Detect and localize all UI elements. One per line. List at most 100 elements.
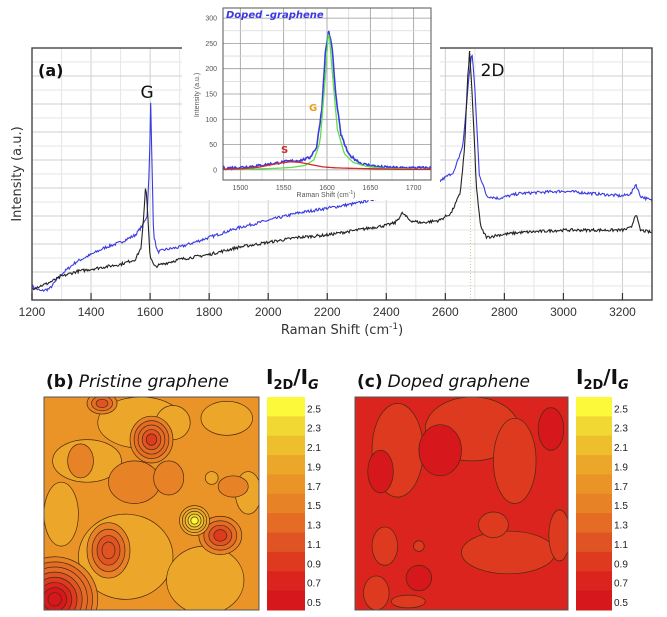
colorbar-tick-label: 1.5 xyxy=(614,501,628,512)
colorbar-tick-label: 2.1 xyxy=(307,443,321,454)
series-doped-line xyxy=(31,54,653,292)
colorbar-tick-label: 1.7 xyxy=(614,482,628,493)
inset-background xyxy=(182,2,440,200)
colorbar-segment xyxy=(576,435,612,456)
contour-region xyxy=(390,594,426,609)
inset-label-s: S xyxy=(281,145,288,156)
contour-region xyxy=(371,526,398,566)
contour-region xyxy=(363,575,390,610)
inset-y-tick-label: 150 xyxy=(205,92,217,99)
colorbar-tick-label: 2.3 xyxy=(307,424,321,435)
colorbar-tick-label: 1.9 xyxy=(614,462,628,473)
contour-region xyxy=(405,564,433,592)
inset-frame xyxy=(222,7,432,181)
inset-x-axis-title-sup: -1 xyxy=(349,190,354,196)
colorbar-segment xyxy=(576,397,612,417)
colorbar-tick-label: 2.1 xyxy=(614,443,628,454)
peak-label-2d: 2D xyxy=(481,61,505,81)
colorbar-segment xyxy=(576,590,612,611)
inset-chart: 1500 1550 1600 1650 1700 0 50 100 150 200 250 300 D… xyxy=(182,2,440,200)
main-x-ticks: 1200 1400 1600 1800 2000 2200 2400 2600 2800 3000… xyxy=(19,293,636,319)
series-pristine-line xyxy=(31,50,653,291)
colorbar-segment xyxy=(267,590,305,611)
colorbar-b-title-i: I xyxy=(266,365,273,389)
inset-x-tick-label: 1650 xyxy=(363,185,379,192)
colorbar-segment xyxy=(576,513,612,534)
main-x-tick-label: 3000 xyxy=(550,305,577,319)
inset-y-axis-title: Intensity (a.u.) xyxy=(194,73,201,117)
colorbar-segment xyxy=(267,474,305,495)
colorbar-c-title: I2D/IG xyxy=(576,365,629,393)
colorbar-b-title-slash: /I xyxy=(293,365,308,389)
colorbar-tick-label: 0.9 xyxy=(307,559,321,570)
colorbar-segment xyxy=(267,397,305,417)
colorbar-segment xyxy=(576,571,612,592)
main-y-axis-title: Intensity (a.u.) xyxy=(10,126,25,221)
contour-region xyxy=(478,511,509,538)
contour-region xyxy=(200,400,253,436)
main-x-tick-label: 2200 xyxy=(314,305,341,319)
contour-region xyxy=(461,530,556,575)
main-x-tick-label: 3200 xyxy=(609,305,636,319)
contour-region xyxy=(166,545,245,610)
colorbar-c-title-slash: /I xyxy=(603,365,618,389)
contour-region xyxy=(413,540,425,552)
colorbar-segment xyxy=(576,532,612,553)
contour-region xyxy=(217,475,249,498)
colorbar-tick-label: 0.5 xyxy=(614,598,628,609)
colorbar-segment xyxy=(267,416,305,437)
colorbar-tick-label: 0.5 xyxy=(307,598,321,609)
contour-region xyxy=(537,407,565,451)
colorbar-tick-label: 2.3 xyxy=(614,424,628,435)
inset-x-axis-title-end: ) xyxy=(353,192,355,199)
colorbar-segment xyxy=(267,435,305,456)
colorbar-tick-label: 0.7 xyxy=(614,579,628,590)
contour-region xyxy=(145,433,158,446)
colorbar-b-title-sub2: G xyxy=(308,378,319,393)
colorbar-segment xyxy=(267,513,305,534)
colorbar-segment xyxy=(267,455,305,475)
colorbar-c: 2.5 2.3 2.1 1.9 1.7 1.5 1.3 1.1 0.9 0.7 0.5 xyxy=(576,397,628,611)
inset-x-tick-label: 1550 xyxy=(276,185,292,192)
inset-y-tick-label: 200 xyxy=(205,66,217,73)
panel-label-b: (b) xyxy=(46,372,74,392)
inset-data-line xyxy=(222,30,432,171)
colorbar-c-title-sub2: G xyxy=(618,378,629,393)
colorbar-segment xyxy=(267,493,305,514)
panel-b-title: (b) Pristine graphene xyxy=(46,372,229,392)
panel-label-a: (a) xyxy=(38,61,63,80)
colorbar-tick-label: 1.9 xyxy=(307,462,321,473)
inset-title: Doped -graphene xyxy=(226,10,324,21)
main-x-tick-label: 1200 xyxy=(19,305,46,319)
inset-y-tick-label: 50 xyxy=(209,142,217,149)
colorbar-segment xyxy=(576,455,612,475)
colorbar-segment xyxy=(576,493,612,514)
main-x-tick-label: 1800 xyxy=(196,305,223,319)
colorbar-tick-label: 2.5 xyxy=(307,404,321,415)
inset-y-tick-label: 0 xyxy=(213,167,217,174)
inset-label-g: G xyxy=(309,103,317,114)
colorbar-segment xyxy=(267,551,305,572)
inset-y-tick-label: 300 xyxy=(205,16,217,23)
main-x-tick-label: 2400 xyxy=(373,305,400,319)
colorbar-tick-label: 2.5 xyxy=(614,404,628,415)
colorbar-segment xyxy=(576,416,612,437)
contour-region xyxy=(95,398,109,408)
main-x-tick-label: 2000 xyxy=(255,305,282,319)
colorbar-c-title-i: I xyxy=(576,365,583,389)
inset-y-tick-label: 100 xyxy=(205,117,217,124)
contour-region xyxy=(101,541,116,560)
contour-region xyxy=(548,509,568,562)
inset-series xyxy=(222,30,432,171)
main-x-tick-label: 1400 xyxy=(78,305,105,319)
colorbar-tick-label: 1.3 xyxy=(307,521,321,532)
inset-x-tick-label: 1600 xyxy=(319,185,335,192)
contour-region xyxy=(418,424,462,477)
main-series xyxy=(31,50,653,292)
colorbar-b-title: I2D/IG xyxy=(266,365,319,393)
contour-region xyxy=(367,449,394,494)
contour-region xyxy=(204,471,219,485)
contour-region xyxy=(190,516,199,525)
main-x-tick-label: 1600 xyxy=(137,305,164,319)
